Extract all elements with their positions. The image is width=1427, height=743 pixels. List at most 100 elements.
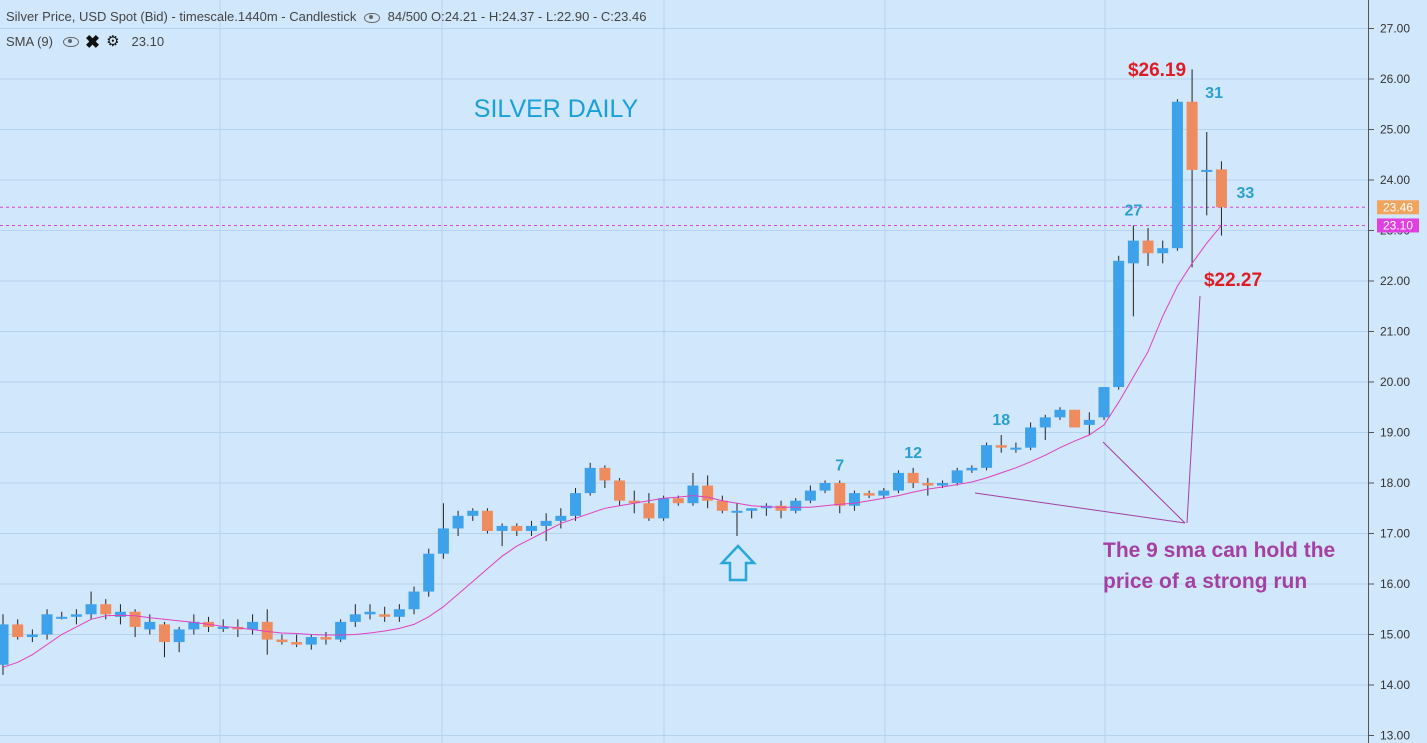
annotation-arrows: [974, 295, 1201, 524]
candle-body: [261, 621, 273, 640]
y-tick-label: 14.00: [1380, 678, 1410, 692]
candle-body: [1157, 248, 1169, 254]
candle-body: [570, 493, 582, 516]
candle-body: [804, 490, 816, 501]
gear-icon[interactable]: ⚙: [106, 32, 120, 50]
y-tick-label: 21.00: [1380, 325, 1410, 339]
candle-body: [217, 626, 229, 629]
price-tag-label: 23.46: [1383, 200, 1413, 214]
count-label: 31: [1205, 85, 1223, 102]
candle-body: [12, 624, 24, 638]
candle-body: [437, 528, 449, 554]
price-axis: 13.00 14.00 15.00 16.00 17.00 18.00 19.00 20.00…: [1368, 0, 1410, 743]
candle-body: [291, 642, 303, 645]
symbol-label: Silver Price, USD Spot (Bid) - timescale…: [6, 9, 357, 24]
candle-body: [555, 515, 567, 521]
candle-body: [1186, 101, 1198, 170]
candle-body: [1142, 240, 1154, 254]
candle-body: [981, 445, 993, 468]
candle-body: [467, 510, 479, 516]
count-label: 27: [1124, 202, 1142, 219]
ohlc-close: C:23.46: [600, 9, 647, 24]
candle-body: [247, 621, 259, 630]
candle-body: [1201, 169, 1213, 172]
candle-body: [423, 553, 435, 592]
price-tags: 23.46 23.10: [1377, 200, 1419, 233]
candle-body: [643, 503, 655, 519]
candle-body: [276, 639, 288, 643]
candle-body: [966, 467, 978, 471]
candle-body: [951, 470, 963, 483]
y-tick-label: 25.00: [1380, 123, 1410, 137]
candle-body: [775, 505, 787, 511]
price-tag-label: 23.10: [1383, 218, 1413, 232]
annotation-line: [974, 492, 1186, 524]
candle-body: [584, 467, 596, 494]
annotation-line: [1186, 295, 1201, 524]
candle-body: [1127, 240, 1139, 264]
price-tag-bg: [1377, 200, 1419, 215]
high-price-label: $26.19: [1128, 60, 1186, 81]
candle-body: [114, 611, 126, 617]
ohlc-open: O:24.21: [431, 9, 478, 24]
candle-body: [790, 500, 802, 511]
candle-body: [173, 629, 185, 643]
candle-series: [0, 69, 1227, 675]
candle-body: [144, 621, 156, 630]
low-price-label: $22.27: [1204, 270, 1262, 291]
candle-body: [716, 500, 728, 511]
candle-body: [907, 472, 919, 483]
candle-body: [731, 510, 743, 513]
y-tick-label: 19.00: [1380, 426, 1410, 440]
candle-body: [70, 614, 82, 617]
chart-title: SILVER DAILY: [474, 95, 639, 123]
count-label: 33: [1237, 185, 1255, 202]
candle-body: [614, 480, 626, 501]
candle-body: [349, 614, 361, 622]
price-tag-bg: [1377, 218, 1419, 233]
candle-body: [819, 483, 831, 491]
y-tick-label: 20.00: [1380, 375, 1410, 389]
candle-body: [481, 510, 493, 531]
candle-body: [364, 611, 376, 615]
candle-body: [335, 621, 347, 640]
candle-body: [687, 485, 699, 504]
candle-body: [188, 621, 200, 630]
y-tick-label: 16.00: [1380, 577, 1410, 591]
eye-icon[interactable]: [364, 12, 381, 23]
candle-body: [834, 483, 846, 506]
candle-body: [995, 445, 1007, 448]
candle-body: [1113, 260, 1125, 388]
candle-body: [599, 467, 611, 481]
candle-body: [129, 611, 141, 627]
candle-body: [892, 472, 904, 491]
candle-body: [702, 485, 714, 501]
candle-body: [1171, 101, 1183, 249]
candle-body: [1054, 409, 1066, 418]
count-label: 7: [835, 457, 844, 474]
candle-body: [1039, 417, 1051, 428]
chart-header: Silver Price, USD Spot (Bid) - timescale…: [6, 9, 647, 24]
candle-body: [56, 616, 68, 619]
y-tick-label: 24.00: [1380, 173, 1410, 187]
eye-icon[interactable]: [62, 36, 79, 47]
candle-body: [540, 520, 552, 526]
bar-counter: 84/500: [387, 9, 428, 24]
candle-body: [452, 515, 464, 529]
count-label: 18: [992, 412, 1010, 429]
candle-body: [525, 525, 537, 531]
candle-body: [320, 637, 332, 640]
sma-note-line-2: price of a strong run: [1103, 570, 1307, 593]
candle-body: [746, 508, 758, 511]
ohlc-high: H:24.37: [488, 9, 535, 24]
price-lines: [0, 206, 1368, 226]
count-labels: 7 12 18 27 31 33: [835, 85, 1254, 474]
candle-body: [1215, 169, 1227, 208]
candle-body: [1025, 427, 1037, 448]
candle-body: [1098, 387, 1110, 418]
close-icon[interactable]: ✖: [84, 31, 101, 52]
candle-body: [158, 624, 170, 643]
candle-body: [85, 604, 97, 615]
y-tick-label: 17.00: [1380, 527, 1410, 541]
